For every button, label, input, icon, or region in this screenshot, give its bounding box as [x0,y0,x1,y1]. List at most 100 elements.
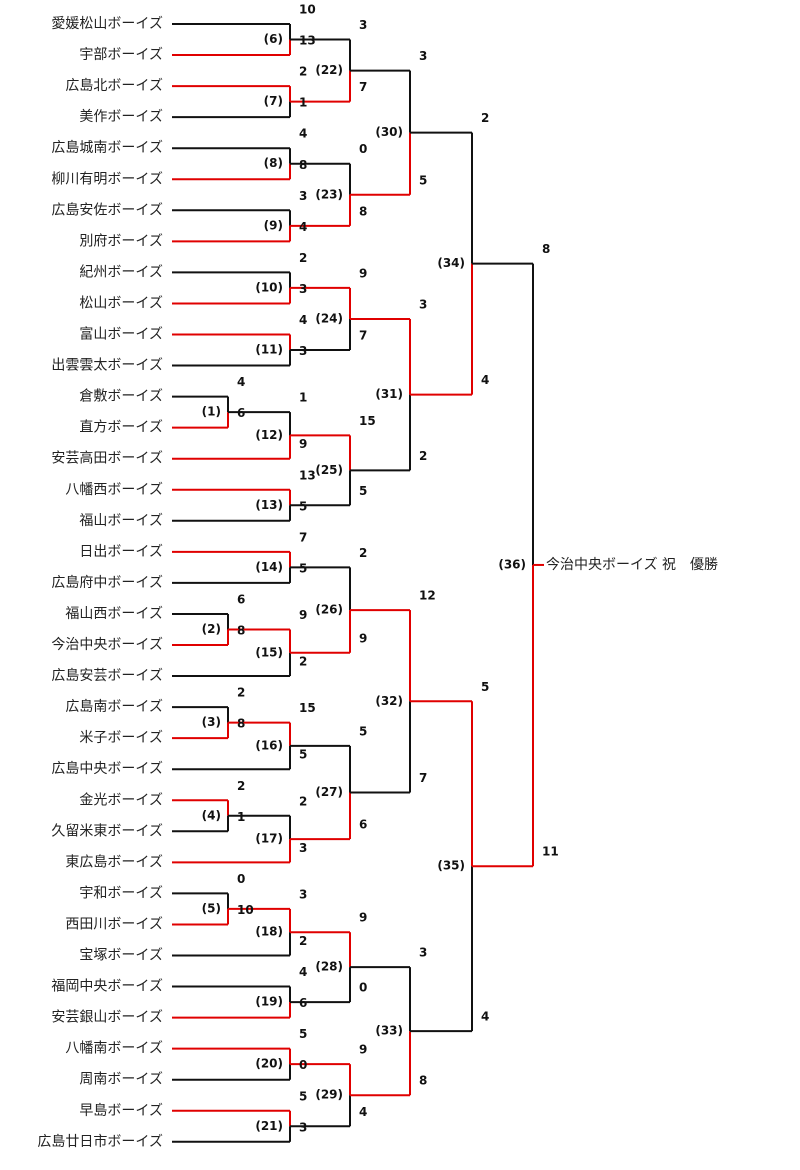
score-label: 6 [237,406,245,420]
score-label: 0 [359,142,367,156]
team-name: 東広島ボーイズ [65,854,163,870]
team-name: 広島南ボーイズ [65,699,163,715]
score-label: 7 [299,530,307,544]
score-label: 5 [359,724,367,738]
game-number: (34) [437,256,465,270]
team-name: 周南ボーイズ [79,1072,163,1088]
bracket-lines [172,23,544,1143]
game-number: (10) [255,280,283,294]
score-label: 7 [359,329,367,343]
game-number: (35) [437,859,465,873]
game-number: (30) [375,125,403,139]
score-label: 1 [299,96,307,110]
team-name: 福岡中央ボーイズ [51,979,163,995]
team-name: 倉敷ボーイズ [79,389,163,405]
score-label: 9 [359,631,367,645]
score-label: 2 [299,934,307,948]
team-name: 八幡南ボーイズ [65,1041,163,1057]
score-label: 1 [237,810,245,824]
score-label: 5 [359,484,367,498]
game-number: (18) [255,925,283,939]
score-label: 4 [359,1105,367,1119]
game-number: (16) [255,738,283,752]
game-number: (7) [264,94,283,108]
team-name: 広島安芸ボーイズ [51,668,163,684]
score-label: 13 [299,468,316,482]
game-number: (36) [498,557,526,571]
team-name: 宇和ボーイズ [79,885,163,901]
team-name: 八幡西ボーイズ [65,482,163,498]
team-name: 広島北ボーイズ [65,78,163,94]
score-label: 2 [419,449,427,463]
score-label: 4 [299,127,307,141]
team-name: 宇部ボーイズ [79,47,163,63]
score-label: 8 [542,242,550,256]
score-label: 8 [419,1074,427,1088]
game-number: (33) [375,1024,403,1038]
score-label: 5 [299,1089,307,1103]
score-label: 6 [359,818,367,832]
game-number: (6) [264,32,283,46]
score-label: 6 [299,996,307,1010]
team-name: 宝塚ボーイズ [79,948,163,964]
score-label: 5 [299,561,307,575]
score-label: 9 [359,911,367,925]
team-name: 柳川有明ボーイズ [51,170,163,187]
team-name: 広島府中ボーイズ [51,575,163,591]
game-number: (3) [202,715,221,729]
team-name: 愛媛松山ボーイズ [51,16,163,32]
score-label: 11 [542,845,559,859]
team-name: 広島廿日市ボーイズ [37,1133,163,1150]
team-name: 広島城南ボーイズ [51,140,163,156]
game-number: (4) [202,808,221,822]
score-label: 5 [299,748,307,762]
team-name: 安芸銀山ボーイズ [51,1010,163,1026]
score-label: 10 [299,3,316,17]
team-name: 松山ボーイズ [79,295,163,311]
score-label: 4 [299,965,307,979]
score-label: 8 [299,158,307,172]
score-label: 3 [299,344,307,358]
game-number: (27) [315,785,343,799]
team-name: 別府ボーイズ [79,233,163,249]
game-number: (11) [255,343,283,357]
score-label: 2 [237,686,245,700]
score-label: 3 [299,841,307,855]
game-number: (1) [202,405,221,419]
game-number: (22) [315,63,343,77]
game-number: (29) [315,1088,343,1102]
team-name: 富山ボーイズ [79,326,163,343]
game-number: (14) [255,560,283,574]
score-label: 3 [299,189,307,203]
score-label: 8 [237,717,245,731]
score-label: 2 [299,251,307,265]
score-label: 3 [299,887,307,901]
game-number: (24) [315,311,343,325]
score-label: 9 [299,608,307,622]
game-number: (15) [255,645,283,659]
score-label: 0 [237,872,245,886]
score-label: 4 [237,375,245,389]
team-name: 早島ボーイズ [79,1103,163,1119]
score-label: 10 [237,903,254,917]
game-number: (31) [375,387,403,401]
score-label: 4 [299,313,307,327]
score-label: 7 [419,771,427,785]
team-name: 今治中央ボーイズ [51,637,163,653]
team-name: 安芸高田ボーイズ [51,450,163,467]
score-label: 5 [481,680,489,694]
team-name: 福山西ボーイズ [65,606,163,622]
game-number: (28) [315,960,343,974]
score-label: 6 [237,592,245,606]
game-number: (17) [255,832,283,846]
team-name: 広島安佐ボーイズ [51,202,163,218]
score-label: 5 [419,173,427,187]
score-label: 12 [419,589,436,603]
score-label: 0 [359,981,367,995]
game-number: (13) [255,498,283,512]
score-label: 4 [481,1010,489,1024]
game-number: (5) [202,901,221,915]
score-label: 9 [299,437,307,451]
score-label: 9 [359,1043,367,1057]
